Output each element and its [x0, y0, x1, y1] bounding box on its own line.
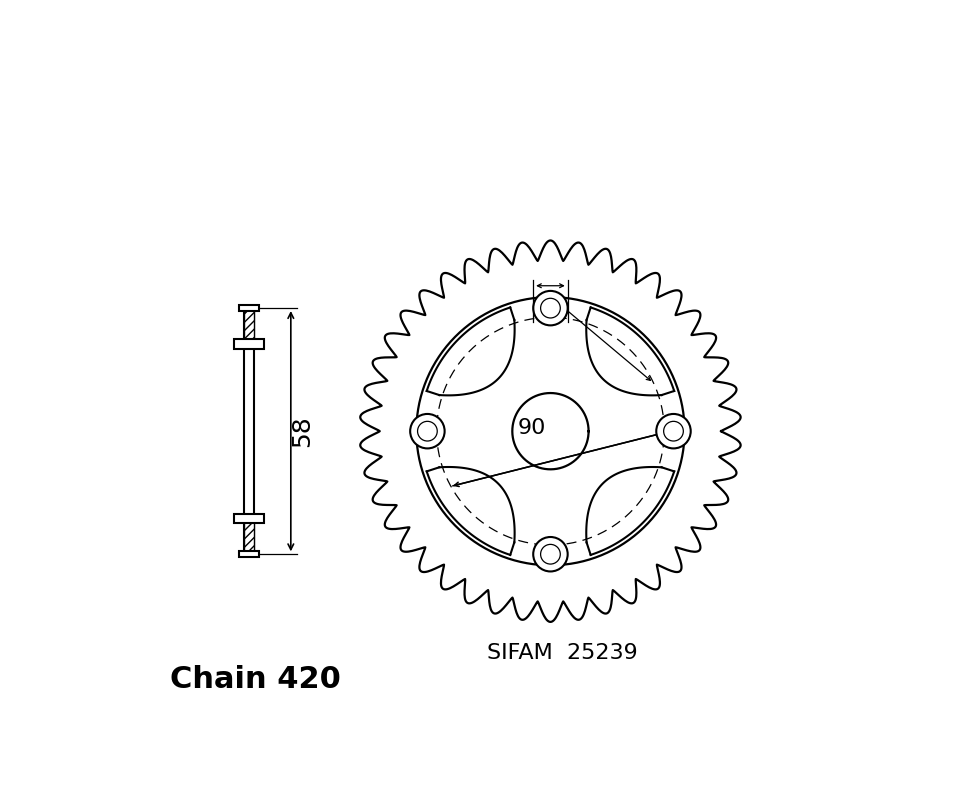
Text: 8.5: 8.5 [539, 293, 563, 308]
Circle shape [657, 414, 690, 448]
Circle shape [410, 414, 444, 448]
Circle shape [533, 537, 567, 571]
Bar [244, 519, 253, 555]
Bar [234, 339, 264, 348]
Text: SIFAM  25239: SIFAM 25239 [488, 642, 638, 662]
Bar [234, 514, 264, 523]
Text: Chain 420: Chain 420 [170, 665, 341, 694]
Circle shape [663, 421, 684, 441]
Bar [239, 551, 259, 557]
Text: 58: 58 [290, 415, 314, 447]
Circle shape [540, 298, 561, 318]
Circle shape [540, 544, 561, 564]
Circle shape [533, 291, 567, 325]
Bar [244, 308, 253, 344]
Text: 90: 90 [517, 418, 546, 438]
Circle shape [418, 421, 437, 441]
Bar [239, 305, 259, 311]
Bar [244, 308, 253, 555]
